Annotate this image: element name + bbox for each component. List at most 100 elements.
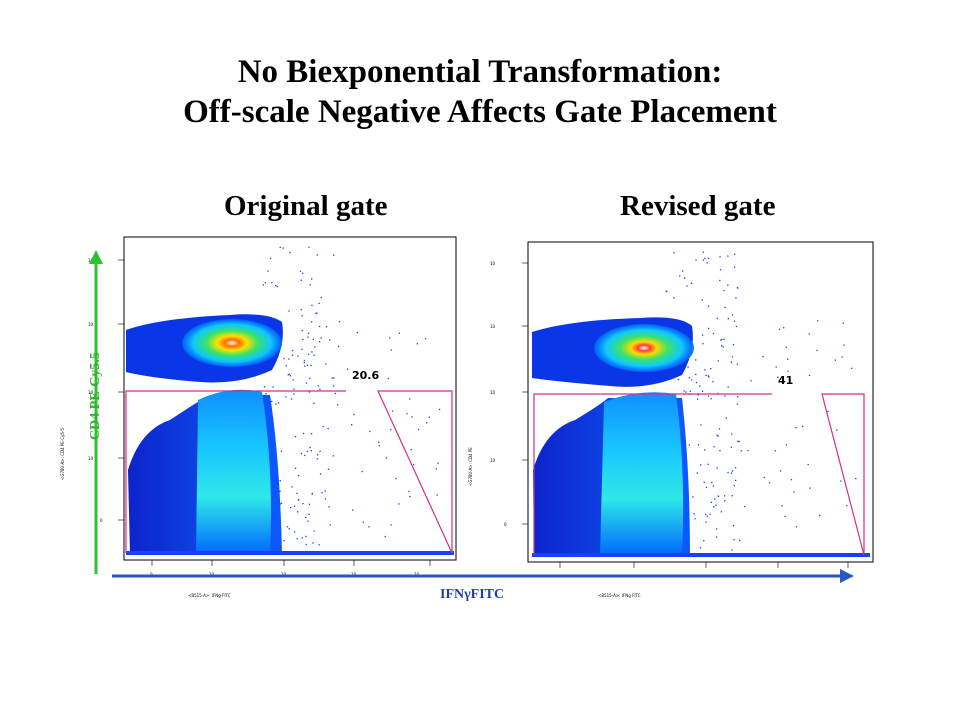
event-dot: [834, 359, 836, 361]
event-dot: [309, 377, 311, 379]
event-dot: [689, 390, 691, 392]
right-y-parameter: <G780-A>: CD4 PE: [468, 447, 473, 486]
event-dot: [736, 403, 739, 405]
slide-title-line2: Off-scale Negative Affects Gate Placemen…: [183, 94, 777, 130]
event-dot: [762, 356, 764, 358]
left-ytick-3: 10: [88, 390, 94, 395]
event-dot: [684, 277, 686, 279]
event-dot: [711, 481, 713, 484]
event-dot: [319, 473, 322, 475]
event-dot: [318, 302, 320, 304]
event-dot: [319, 450, 321, 452]
right-dot-plot: 41 10 10 10 10 0 <G780-A>: CD4 PE <B515-…: [468, 241, 874, 598]
event-dot: [361, 470, 363, 473]
event-dot: [712, 485, 715, 487]
event-dot: [692, 496, 694, 498]
event-dot: [730, 446, 732, 448]
event-dot: [701, 299, 703, 301]
right-ytick-1: 10: [490, 261, 496, 266]
event-dot: [283, 540, 285, 542]
left-sparse-events: [255, 246, 441, 546]
event-dot: [727, 284, 729, 286]
right-gate-percentage: 41: [778, 374, 793, 387]
event-dot: [716, 467, 718, 469]
right-gate-polygon: [533, 393, 865, 556]
event-dot: [731, 549, 733, 551]
event-dot: [316, 458, 318, 460]
event-dot: [311, 278, 313, 280]
event-dot: [708, 305, 710, 307]
event-dot: [704, 369, 706, 371]
event-dot: [719, 269, 722, 271]
event-dot: [784, 515, 786, 517]
event-dot: [308, 391, 311, 393]
right-x-parameter: <B515-A>: IFNg FITC: [598, 593, 641, 598]
event-dot: [817, 320, 819, 322]
event-dot: [846, 505, 848, 507]
event-dot: [737, 396, 739, 398]
event-dot: [802, 425, 804, 427]
event-dot: [730, 361, 732, 363]
event-dot: [718, 428, 721, 430]
event-dot: [717, 435, 719, 437]
event-dot: [723, 289, 725, 292]
event-dot: [328, 506, 330, 508]
event-dot: [324, 498, 326, 500]
event-dot: [783, 327, 785, 329]
event-dot: [296, 492, 298, 495]
y-axis-arrow: [89, 250, 103, 574]
left-dot-plot: 20.6 10 10 10 10 0 0 10 10 10 10 <G780-A…: [60, 236, 457, 598]
event-dot: [352, 509, 354, 511]
event-dot: [391, 410, 394, 412]
event-dot: [279, 480, 281, 482]
event-dot: [719, 450, 721, 452]
event-dot: [389, 337, 391, 339]
event-dot: [337, 345, 340, 348]
event-dot: [708, 327, 710, 330]
event-dot: [733, 484, 735, 487]
right-ytick-4: 10: [490, 458, 496, 463]
event-dot: [306, 450, 309, 452]
event-dot: [778, 328, 781, 330]
event-dot: [313, 530, 315, 532]
event-dot: [740, 450, 742, 452]
event-dot: [688, 377, 690, 379]
event-dot: [299, 270, 302, 272]
event-dot: [304, 365, 306, 367]
event-dot: [720, 511, 722, 513]
event-dot: [318, 325, 321, 328]
event-dot: [318, 544, 320, 546]
event-dot: [279, 246, 281, 248]
event-dot: [734, 253, 736, 255]
event-dot: [702, 390, 704, 392]
event-dot: [305, 516, 307, 518]
event-dot: [308, 332, 310, 334]
event-dot: [297, 355, 299, 357]
event-dot: [704, 449, 706, 451]
event-dot: [809, 487, 811, 489]
event-dot: [287, 374, 289, 376]
event-dot: [735, 325, 738, 328]
event-dot: [351, 424, 353, 426]
event-dot: [297, 511, 299, 513]
event-dot: [307, 336, 309, 338]
left-y-parameter: <G780-A>: CD4 PE-Cy5-5: [60, 428, 65, 480]
event-dot: [723, 338, 725, 340]
event-dot: [697, 398, 699, 400]
event-dot: [293, 388, 295, 390]
event-dot: [738, 441, 740, 443]
event-dot: [283, 357, 285, 360]
event-dot: [288, 528, 290, 530]
event-dot: [302, 272, 304, 274]
event-dot: [715, 504, 717, 506]
event-dot: [272, 386, 274, 388]
event-dot: [301, 329, 303, 332]
event-dot: [310, 450, 312, 452]
event-dot: [305, 543, 307, 546]
event-dot: [313, 402, 315, 404]
event-dot: [710, 501, 712, 503]
event-dot: [730, 472, 733, 474]
event-dot: [673, 297, 675, 299]
event-dot: [793, 491, 795, 493]
event-dot: [308, 503, 311, 505]
